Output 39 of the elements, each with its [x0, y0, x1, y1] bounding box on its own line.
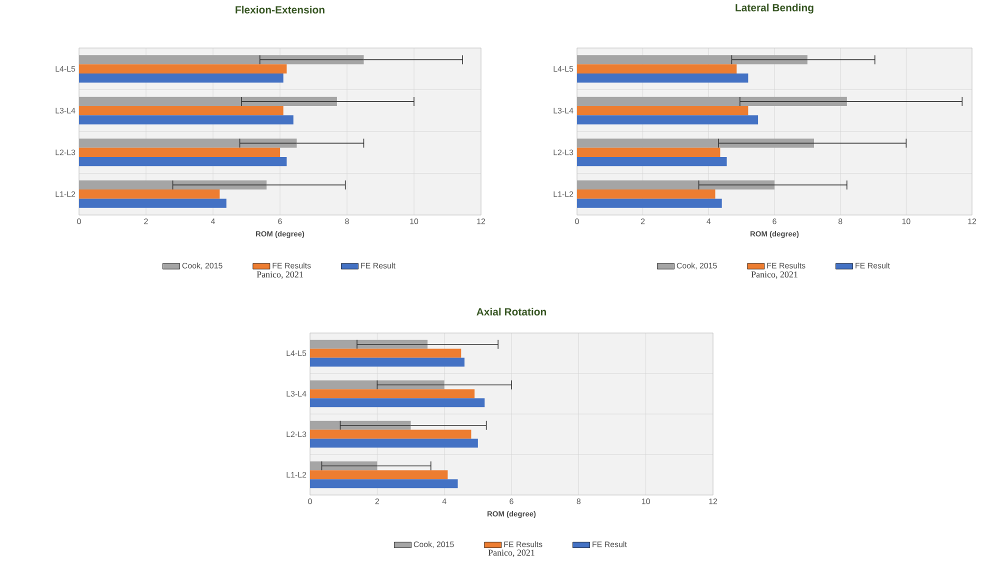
bar	[310, 470, 448, 480]
bar	[577, 64, 737, 74]
bar	[577, 180, 775, 190]
bar	[577, 198, 722, 208]
bar	[310, 430, 472, 439]
text: Panico, 2021	[256, 271, 303, 279]
bar	[310, 479, 458, 488]
chart-title: Lateral Bending	[736, 4, 814, 14]
bar	[577, 106, 748, 116]
bar	[310, 348, 462, 358]
bar	[79, 115, 294, 124]
bar	[79, 55, 364, 64]
bar	[79, 138, 297, 148]
bar	[79, 198, 226, 208]
bar	[577, 96, 847, 106]
bar	[577, 138, 814, 148]
bar	[79, 148, 280, 157]
text: Panico, 2021	[751, 271, 798, 279]
bar	[79, 156, 287, 166]
chart-title: Flexion-Extension	[236, 6, 324, 14]
bar	[79, 106, 284, 116]
text: Panico, 2021	[488, 550, 534, 557]
bar	[577, 190, 716, 199]
bar	[577, 148, 720, 157]
bar	[577, 55, 808, 64]
bar	[79, 96, 337, 106]
bar	[310, 358, 464, 367]
chart-title: Axial Rotation	[476, 308, 546, 316]
bar	[577, 115, 758, 124]
bar	[577, 156, 727, 166]
bar	[79, 180, 267, 190]
bar	[577, 73, 748, 83]
bar	[79, 190, 220, 199]
bar	[310, 380, 444, 390]
bar	[310, 438, 478, 448]
bar	[79, 73, 284, 83]
bar	[310, 398, 485, 408]
bar	[310, 389, 475, 398]
bar	[79, 64, 287, 74]
